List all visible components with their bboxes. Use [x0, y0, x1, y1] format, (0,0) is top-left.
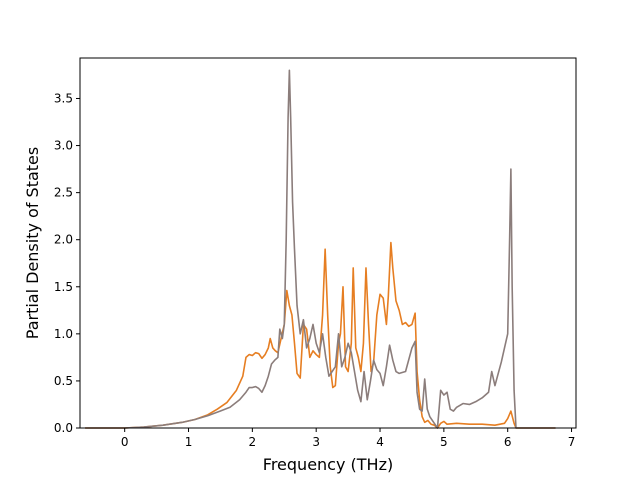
y-axis-label: Partial Density of States: [23, 147, 42, 339]
x-tick-label: 3: [312, 435, 320, 449]
series-line-1: [85, 241, 556, 429]
y-tick-label: 1.0: [54, 327, 73, 341]
y-tick-label: 2.5: [54, 186, 73, 200]
x-axis-label: Frequency (THz): [263, 455, 393, 474]
y-tick-label: 3.0: [54, 139, 73, 153]
y-tick-label: 0.5: [54, 374, 73, 388]
y-tick-label: 3.5: [54, 91, 73, 105]
series-line-2: [85, 69, 556, 429]
x-tick-label: 5: [440, 435, 448, 449]
x-tick-label: 1: [185, 435, 193, 449]
x-tick-label: 4: [376, 435, 384, 449]
x-tick-label: 7: [568, 435, 576, 449]
y-tick-label: 1.5: [54, 280, 73, 294]
x-tick-label: 2: [249, 435, 257, 449]
y-axis-ticks: 0.0 0.5 1.0 1.5 2.0 2.5 3.0 3.5: [54, 91, 80, 435]
series-layer: [85, 69, 556, 429]
plot-frame: [79, 57, 577, 429]
y-tick-label: 2.0: [54, 233, 73, 247]
x-tick-label: 0: [121, 435, 129, 449]
y-tick-label: 0.0: [54, 421, 73, 435]
x-axis-ticks: 0 1 2 3 4 5 6 7: [121, 428, 575, 449]
x-tick-label: 6: [504, 435, 512, 449]
